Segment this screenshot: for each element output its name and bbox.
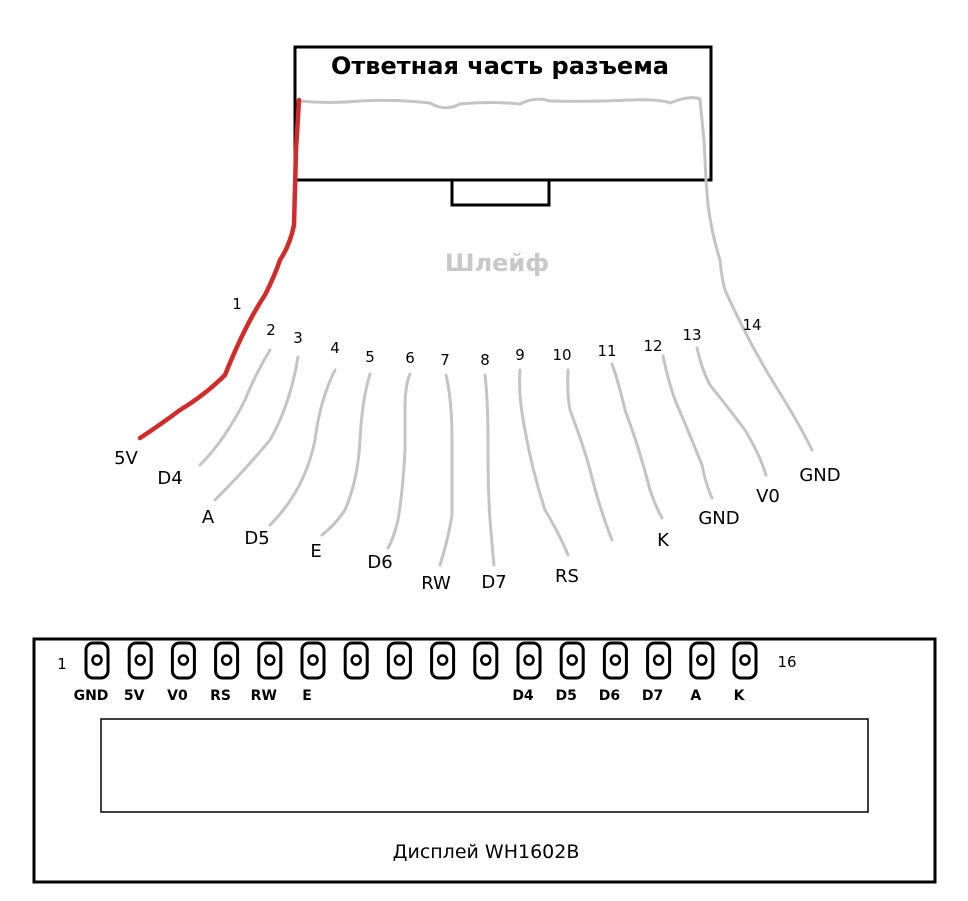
pin-hole <box>436 654 449 666</box>
wire-9 <box>518 368 570 557</box>
pin-hole <box>609 654 622 666</box>
wire-1-red <box>137 97 302 441</box>
wire-number: 8 <box>480 351 490 369</box>
wire-number: 14 <box>742 316 761 334</box>
ribbon-edge <box>298 96 702 110</box>
wire-signal: V0 <box>756 486 780 507</box>
pin-hole <box>134 654 146 666</box>
display-caption: Дисплей WH1602B <box>393 841 580 863</box>
pin-hole <box>177 654 190 666</box>
pin-label: D5 <box>556 688 577 704</box>
cable-wires <box>137 97 814 567</box>
pin-label: A <box>690 688 701 704</box>
wire-signal: K <box>657 530 670 551</box>
connector-title: Ответная часть разъема <box>331 52 669 80</box>
wire-number: 5 <box>365 348 375 366</box>
wire-11 <box>610 362 664 520</box>
wire-number: 3 <box>293 329 303 347</box>
wire-7 <box>438 373 454 567</box>
wire-number: 2 <box>266 321 276 339</box>
wire-5 <box>320 372 372 537</box>
wire-4 <box>268 368 337 527</box>
wire-10 <box>566 368 614 542</box>
connector-key <box>450 178 551 207</box>
pin-hole <box>480 654 492 666</box>
wire-signal: RW <box>421 573 451 594</box>
wire-signal: D7 <box>481 572 506 593</box>
wire-8 <box>483 373 496 567</box>
pin-header <box>84 641 758 680</box>
pin-label: RW <box>251 688 277 704</box>
wire-6 <box>386 372 412 550</box>
wire-signal: E <box>310 541 321 562</box>
wire-3 <box>213 355 300 502</box>
pin-hole <box>91 654 103 666</box>
wire-number: 1 <box>232 295 242 313</box>
pin-label: D7 <box>642 688 663 704</box>
wire-number: 13 <box>682 326 701 344</box>
wire-signals: 5V D4 A D5 E D6 RW D7 RS K GND V0 GND <box>114 448 841 594</box>
pin-last-number: 16 <box>777 653 796 671</box>
wire-signal: GND <box>799 465 840 486</box>
pin-label: K <box>734 688 746 704</box>
pin-hole <box>350 654 362 666</box>
pin-label: E <box>302 688 312 704</box>
wire-numbers: 1 2 3 4 5 6 7 8 9 10 11 12 13 14 <box>232 295 761 369</box>
pin-label: 5V <box>124 688 145 704</box>
pin-label: RS <box>210 688 231 704</box>
wire-number: 7 <box>440 351 450 369</box>
wire-number: 10 <box>552 346 571 364</box>
display-module: 1 16 GND 5V V0 RS RW E D4 D5 D6 D7 A K Дисплей WH16… <box>32 637 937 884</box>
mating-connector: Ответная часть разъема <box>293 45 713 207</box>
wire-14 <box>698 98 814 452</box>
cable-label: Шлейф <box>445 249 549 277</box>
pin-hole <box>566 654 578 666</box>
wire-number: 9 <box>515 346 525 364</box>
wire-number: 6 <box>405 349 415 367</box>
wire-number: 4 <box>330 339 340 357</box>
pin-label: D4 <box>512 688 534 704</box>
pin-label: GND <box>74 688 109 704</box>
pin-first-number: 1 <box>57 655 67 673</box>
pin-label: D6 <box>599 688 620 704</box>
pin-labels: GND 5V V0 RS RW E D4 D5 D6 D7 A K <box>74 688 746 704</box>
wire-2 <box>198 348 272 467</box>
wire-12 <box>661 354 714 500</box>
pin-hole <box>393 654 406 666</box>
wire-signal: 5V <box>114 448 138 469</box>
pin-label: V0 <box>167 688 188 704</box>
pin-hole <box>307 654 319 666</box>
wire-signal: D4 <box>157 468 182 489</box>
lcd-screen <box>100 718 869 813</box>
wire-signal: RS <box>555 566 579 587</box>
pin-hole <box>696 654 708 666</box>
pin-hole <box>220 654 233 666</box>
wire-13 <box>695 346 768 477</box>
pin-hole <box>739 654 751 666</box>
wire-signal: A <box>202 507 215 528</box>
wire-number: 12 <box>643 337 662 355</box>
wire-signal: GND <box>698 508 739 529</box>
pin-hole <box>652 654 665 666</box>
wire-number: 11 <box>597 342 616 360</box>
pin-hole <box>523 654 535 666</box>
wire-signal: D6 <box>367 552 392 573</box>
wire-signal: D5 <box>244 528 269 549</box>
pin-hole <box>264 654 276 666</box>
display-board <box>32 637 937 884</box>
